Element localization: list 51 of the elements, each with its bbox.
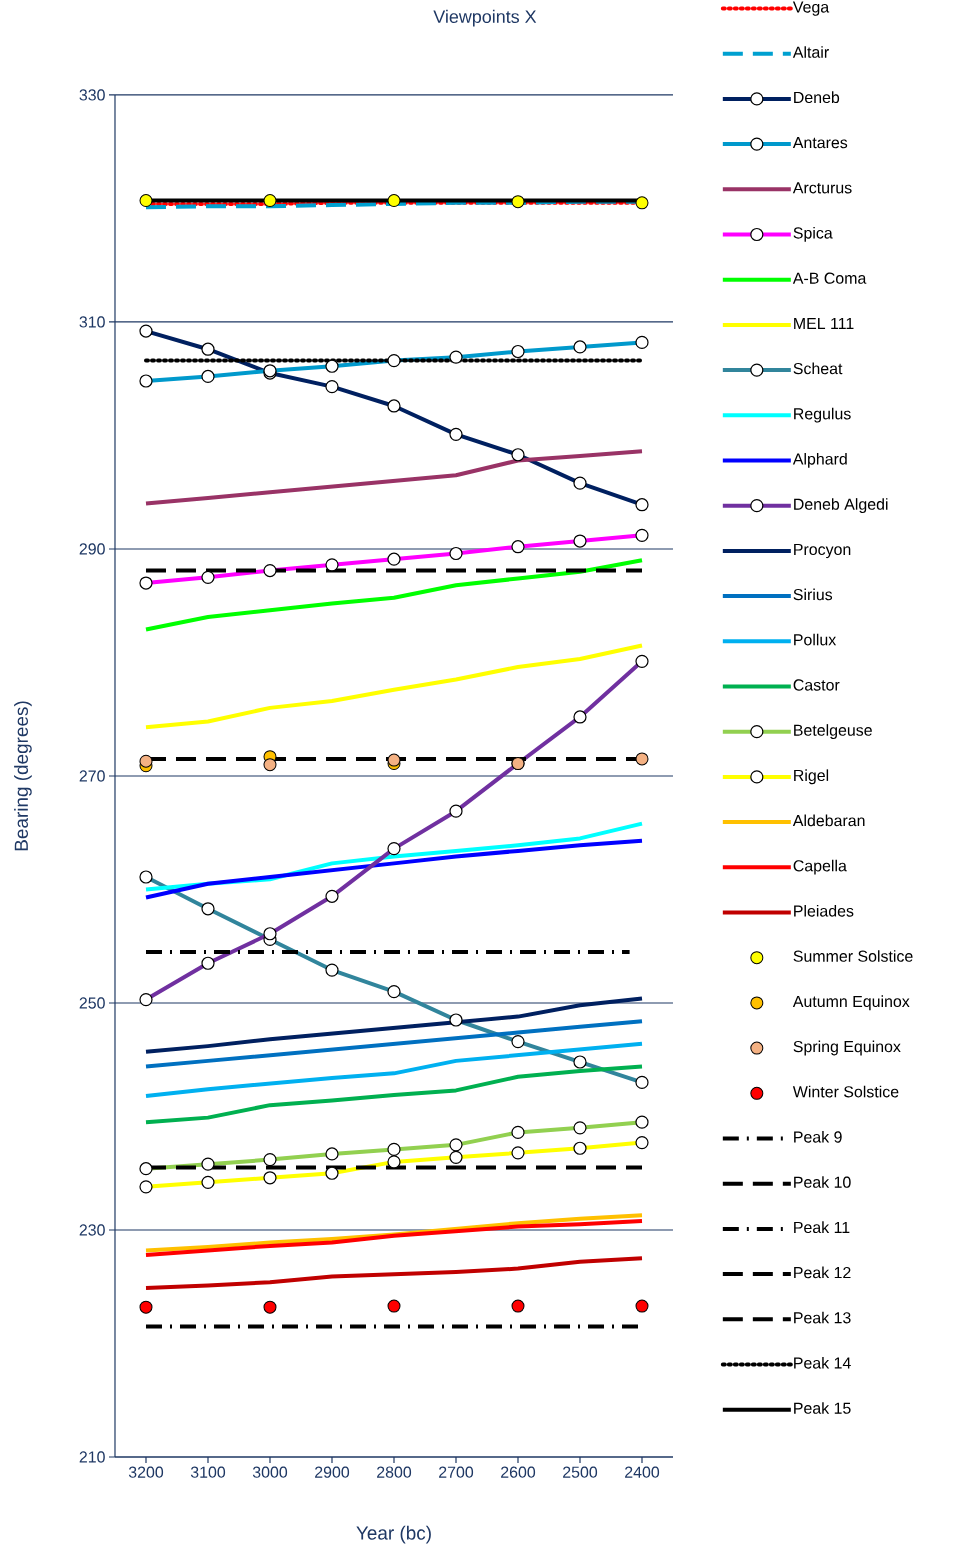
legend-label: Summer Solstice — [793, 950, 913, 962]
x-tick-label: 3000 — [252, 1466, 288, 1478]
y-tick-label: 330 — [79, 89, 105, 101]
legend-label: Deneb — [794, 91, 840, 104]
legend-label: Regulus — [794, 407, 851, 423]
x-tick-label: 3200 — [128, 1466, 164, 1478]
y-tick-label: 290 — [79, 543, 105, 555]
legend-label: Capella — [793, 859, 847, 875]
legend-label: Autumn Equinox — [792, 995, 910, 1011]
x-tick-label: 2800 — [377, 1466, 412, 1478]
legend-label: Peak 12 — [794, 1266, 851, 1279]
x-tick-label: 2700 — [439, 1466, 474, 1478]
x-tick-label: 3100 — [190, 1466, 226, 1478]
legend-label: Deneb Algedi — [794, 498, 888, 513]
legend-label: Pollux — [794, 633, 837, 646]
legend-label: Betelgeuse — [794, 724, 872, 739]
legend-label: Peak 15 — [794, 1402, 851, 1414]
legend-label: A-B Coma — [792, 272, 867, 284]
legend-label: Altair — [792, 46, 829, 58]
legend-label: Vega — [792, 1, 830, 16]
legend-label: Peak 9 — [794, 1130, 842, 1143]
legend-label: Arcturus — [792, 182, 852, 194]
y-axis-title: Bearing (degrees) — [14, 701, 32, 851]
x-tick-label: 2900 — [315, 1466, 350, 1478]
y-tick-label: 270 — [79, 770, 105, 782]
legend-label: Peak 10 — [794, 1176, 851, 1188]
y-tick-label: 230 — [79, 1224, 105, 1236]
chart-title: Viewpoints X — [433, 9, 537, 27]
legend-label: Peak 14 — [794, 1356, 851, 1369]
y-tick-label: 210 — [79, 1451, 105, 1463]
x-axis-title: Year (bc) — [356, 1525, 431, 1544]
y-tick-label: 310 — [79, 316, 105, 328]
legend-label: Aldebaran — [792, 814, 865, 827]
legend-label: Peak 13 — [794, 1311, 851, 1324]
legend-label: MEL 111 — [794, 317, 854, 329]
legend-label: Rigel — [794, 769, 829, 785]
legend-label: Peak 11 — [794, 1221, 850, 1234]
legend-label: Pleiades — [794, 904, 854, 917]
legend-label: Winter Solstice — [792, 1085, 899, 1098]
legend-label: Spica — [793, 226, 833, 242]
legend-label: Scheat — [793, 362, 843, 375]
legend-label: Antares — [792, 137, 848, 149]
legend-label: Spring Equinox — [793, 1040, 901, 1056]
y-tick-label: 250 — [79, 997, 105, 1009]
x-tick-label: 2400 — [625, 1466, 660, 1478]
legend-label: Alphard — [792, 452, 847, 468]
legend-label: Sirius — [793, 588, 833, 601]
legend-label: Castor — [793, 679, 840, 691]
x-tick-label: 2600 — [501, 1466, 536, 1478]
legend-label: Procyon — [794, 543, 851, 559]
x-tick-label: 2500 — [563, 1466, 598, 1478]
